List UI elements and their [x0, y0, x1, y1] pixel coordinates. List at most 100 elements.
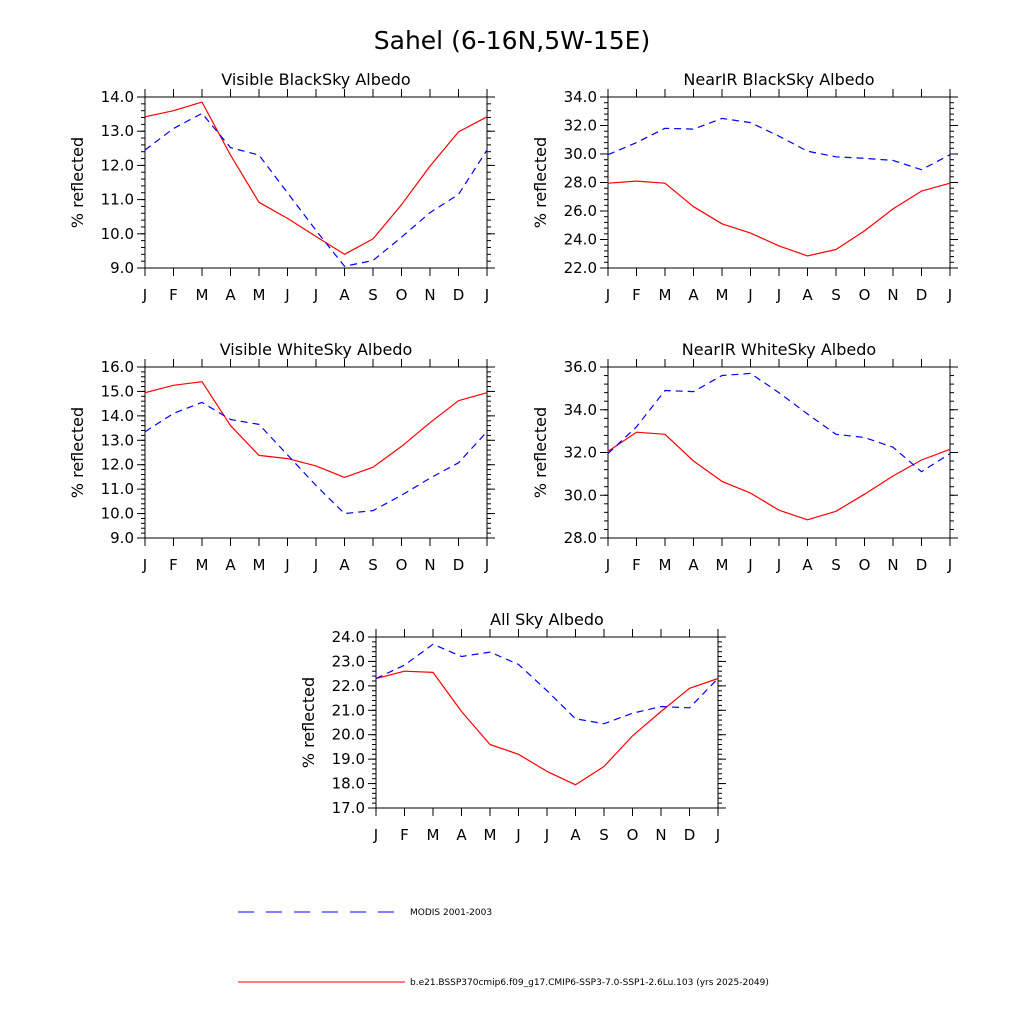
x-tick-label: J	[142, 556, 147, 574]
x-tick-label: M	[659, 556, 672, 574]
plot-frame	[607, 366, 951, 539]
x-tick-label: M	[716, 556, 729, 574]
y-tick-label: 12.0	[101, 456, 134, 474]
chart-panel-4: NearIR WhiteSky Albedo % reflected 28.0 30.…	[531, 340, 958, 574]
x-tick-label: N	[655, 826, 666, 844]
axis-ticks	[600, 359, 958, 546]
y-tick-label: 9.0	[110, 259, 134, 277]
x-tick-label: M	[484, 826, 497, 844]
axis-ticks	[137, 359, 495, 546]
plot-frame	[607, 96, 951, 269]
y-axis-label: % reflected	[68, 407, 87, 498]
x-tick-label: J	[284, 556, 289, 574]
y-tick-label: 26.0	[564, 202, 597, 220]
plot-frame	[375, 636, 719, 809]
x-tick-label: F	[632, 286, 641, 304]
y-tick-label: 22.0	[332, 677, 365, 695]
x-tick-label: J	[313, 556, 318, 574]
x-tick-label: A	[456, 826, 467, 844]
x-tick-label: F	[632, 556, 641, 574]
x-tick-label: J	[605, 286, 610, 304]
x-tick-label: O	[396, 286, 408, 304]
x-tick-label: J	[373, 826, 378, 844]
y-tick-label: 14.0	[101, 88, 134, 106]
y-tick-label: 16.0	[101, 358, 134, 376]
x-tick-label: N	[424, 286, 435, 304]
x-tick-label: A	[570, 826, 581, 844]
modis-series-line	[607, 372, 951, 473]
x-tick-label: S	[368, 286, 378, 304]
y-axis-label: % reflected	[531, 407, 550, 498]
x-tick-label: D	[916, 556, 928, 574]
y-tick-label: 14.0	[101, 407, 134, 425]
x-tick-label: N	[887, 556, 898, 574]
panel-title: NearIR BlackSky Albedo	[683, 70, 874, 89]
y-tick-label: 28.0	[564, 529, 597, 547]
x-tick-label: M	[427, 826, 440, 844]
x-tick-label: J	[776, 556, 781, 574]
x-tick-label: A	[688, 556, 699, 574]
x-tick-label: M	[659, 286, 672, 304]
x-tick-label: N	[887, 286, 898, 304]
y-tick-label: 36.0	[564, 358, 597, 376]
x-tick-label: M	[196, 556, 209, 574]
y-tick-label: 34.0	[564, 88, 597, 106]
modis-series-line	[144, 401, 488, 515]
y-axis-label: % reflected	[68, 137, 87, 228]
x-tick-label: J	[715, 826, 720, 844]
y-tick-label: 15.0	[101, 382, 134, 400]
figure-title: Sahel (6-16N,5W-15E)	[374, 26, 650, 55]
y-tick-label: 9.0	[110, 529, 134, 547]
x-tick-label: M	[253, 556, 266, 574]
axis-ticks	[600, 89, 958, 276]
y-tick-label: 22.0	[564, 259, 597, 277]
y-tick-label: 10.0	[101, 225, 134, 243]
chart-panel-3: Visible WhiteSky Albedo % reflected 9.0 10.…	[68, 340, 495, 574]
model-series-line	[607, 180, 951, 257]
axis-ticks	[137, 89, 495, 276]
y-tick-label: 32.0	[564, 117, 597, 135]
x-tick-label: D	[916, 286, 928, 304]
y-tick-label: 13.0	[101, 122, 134, 140]
y-tick-label: 34.0	[564, 401, 597, 419]
modis-series-line	[144, 112, 488, 267]
y-tick-label: 21.0	[332, 701, 365, 719]
x-tick-label: S	[831, 286, 841, 304]
x-tick-label: J	[947, 556, 952, 574]
x-tick-label: O	[396, 556, 408, 574]
modis-series-line	[607, 117, 951, 171]
x-tick-label: A	[339, 286, 350, 304]
x-tick-label: J	[747, 286, 752, 304]
x-tick-label: M	[196, 286, 209, 304]
legend: MODIS 2001-2003 b.e21.BSSP370cmip6.f09_g1…	[238, 908, 769, 988]
y-tick-label: 11.0	[101, 191, 134, 209]
x-tick-label: J	[142, 286, 147, 304]
x-tick-label: A	[802, 286, 813, 304]
chart-panels: Visible BlackSky Albedo % reflected 9.0 10.…	[68, 70, 958, 844]
y-tick-label: 13.0	[101, 431, 134, 449]
modis-series-line	[375, 643, 719, 725]
x-tick-label: J	[484, 286, 489, 304]
x-tick-label: O	[627, 826, 639, 844]
chart-panel-5: All Sky Albedo % reflected 17.0 18.0 19.0 20.…	[299, 610, 726, 844]
legend-label-2: b.e21.BSSP370cmip6.f09_g17.CMIP6-SSP3-7.…	[410, 978, 769, 988]
x-tick-label: A	[688, 286, 699, 304]
y-tick-label: 24.0	[564, 231, 597, 249]
y-tick-label: 23.0	[332, 652, 365, 670]
y-tick-label: 30.0	[564, 486, 597, 504]
x-tick-label: S	[599, 826, 609, 844]
x-tick-label: D	[453, 556, 465, 574]
y-axis-label: % reflected	[531, 137, 550, 228]
plot-frame	[144, 366, 488, 539]
x-tick-label: F	[169, 286, 178, 304]
x-tick-label: M	[716, 286, 729, 304]
y-tick-label: 24.0	[332, 628, 365, 646]
x-tick-label: S	[831, 556, 841, 574]
y-tick-label: 17.0	[332, 799, 365, 817]
x-tick-label: J	[776, 286, 781, 304]
model-series-line	[144, 381, 488, 478]
x-tick-label: M	[253, 286, 266, 304]
axis-ticks	[368, 629, 726, 816]
x-tick-label: S	[368, 556, 378, 574]
x-tick-label: N	[424, 556, 435, 574]
